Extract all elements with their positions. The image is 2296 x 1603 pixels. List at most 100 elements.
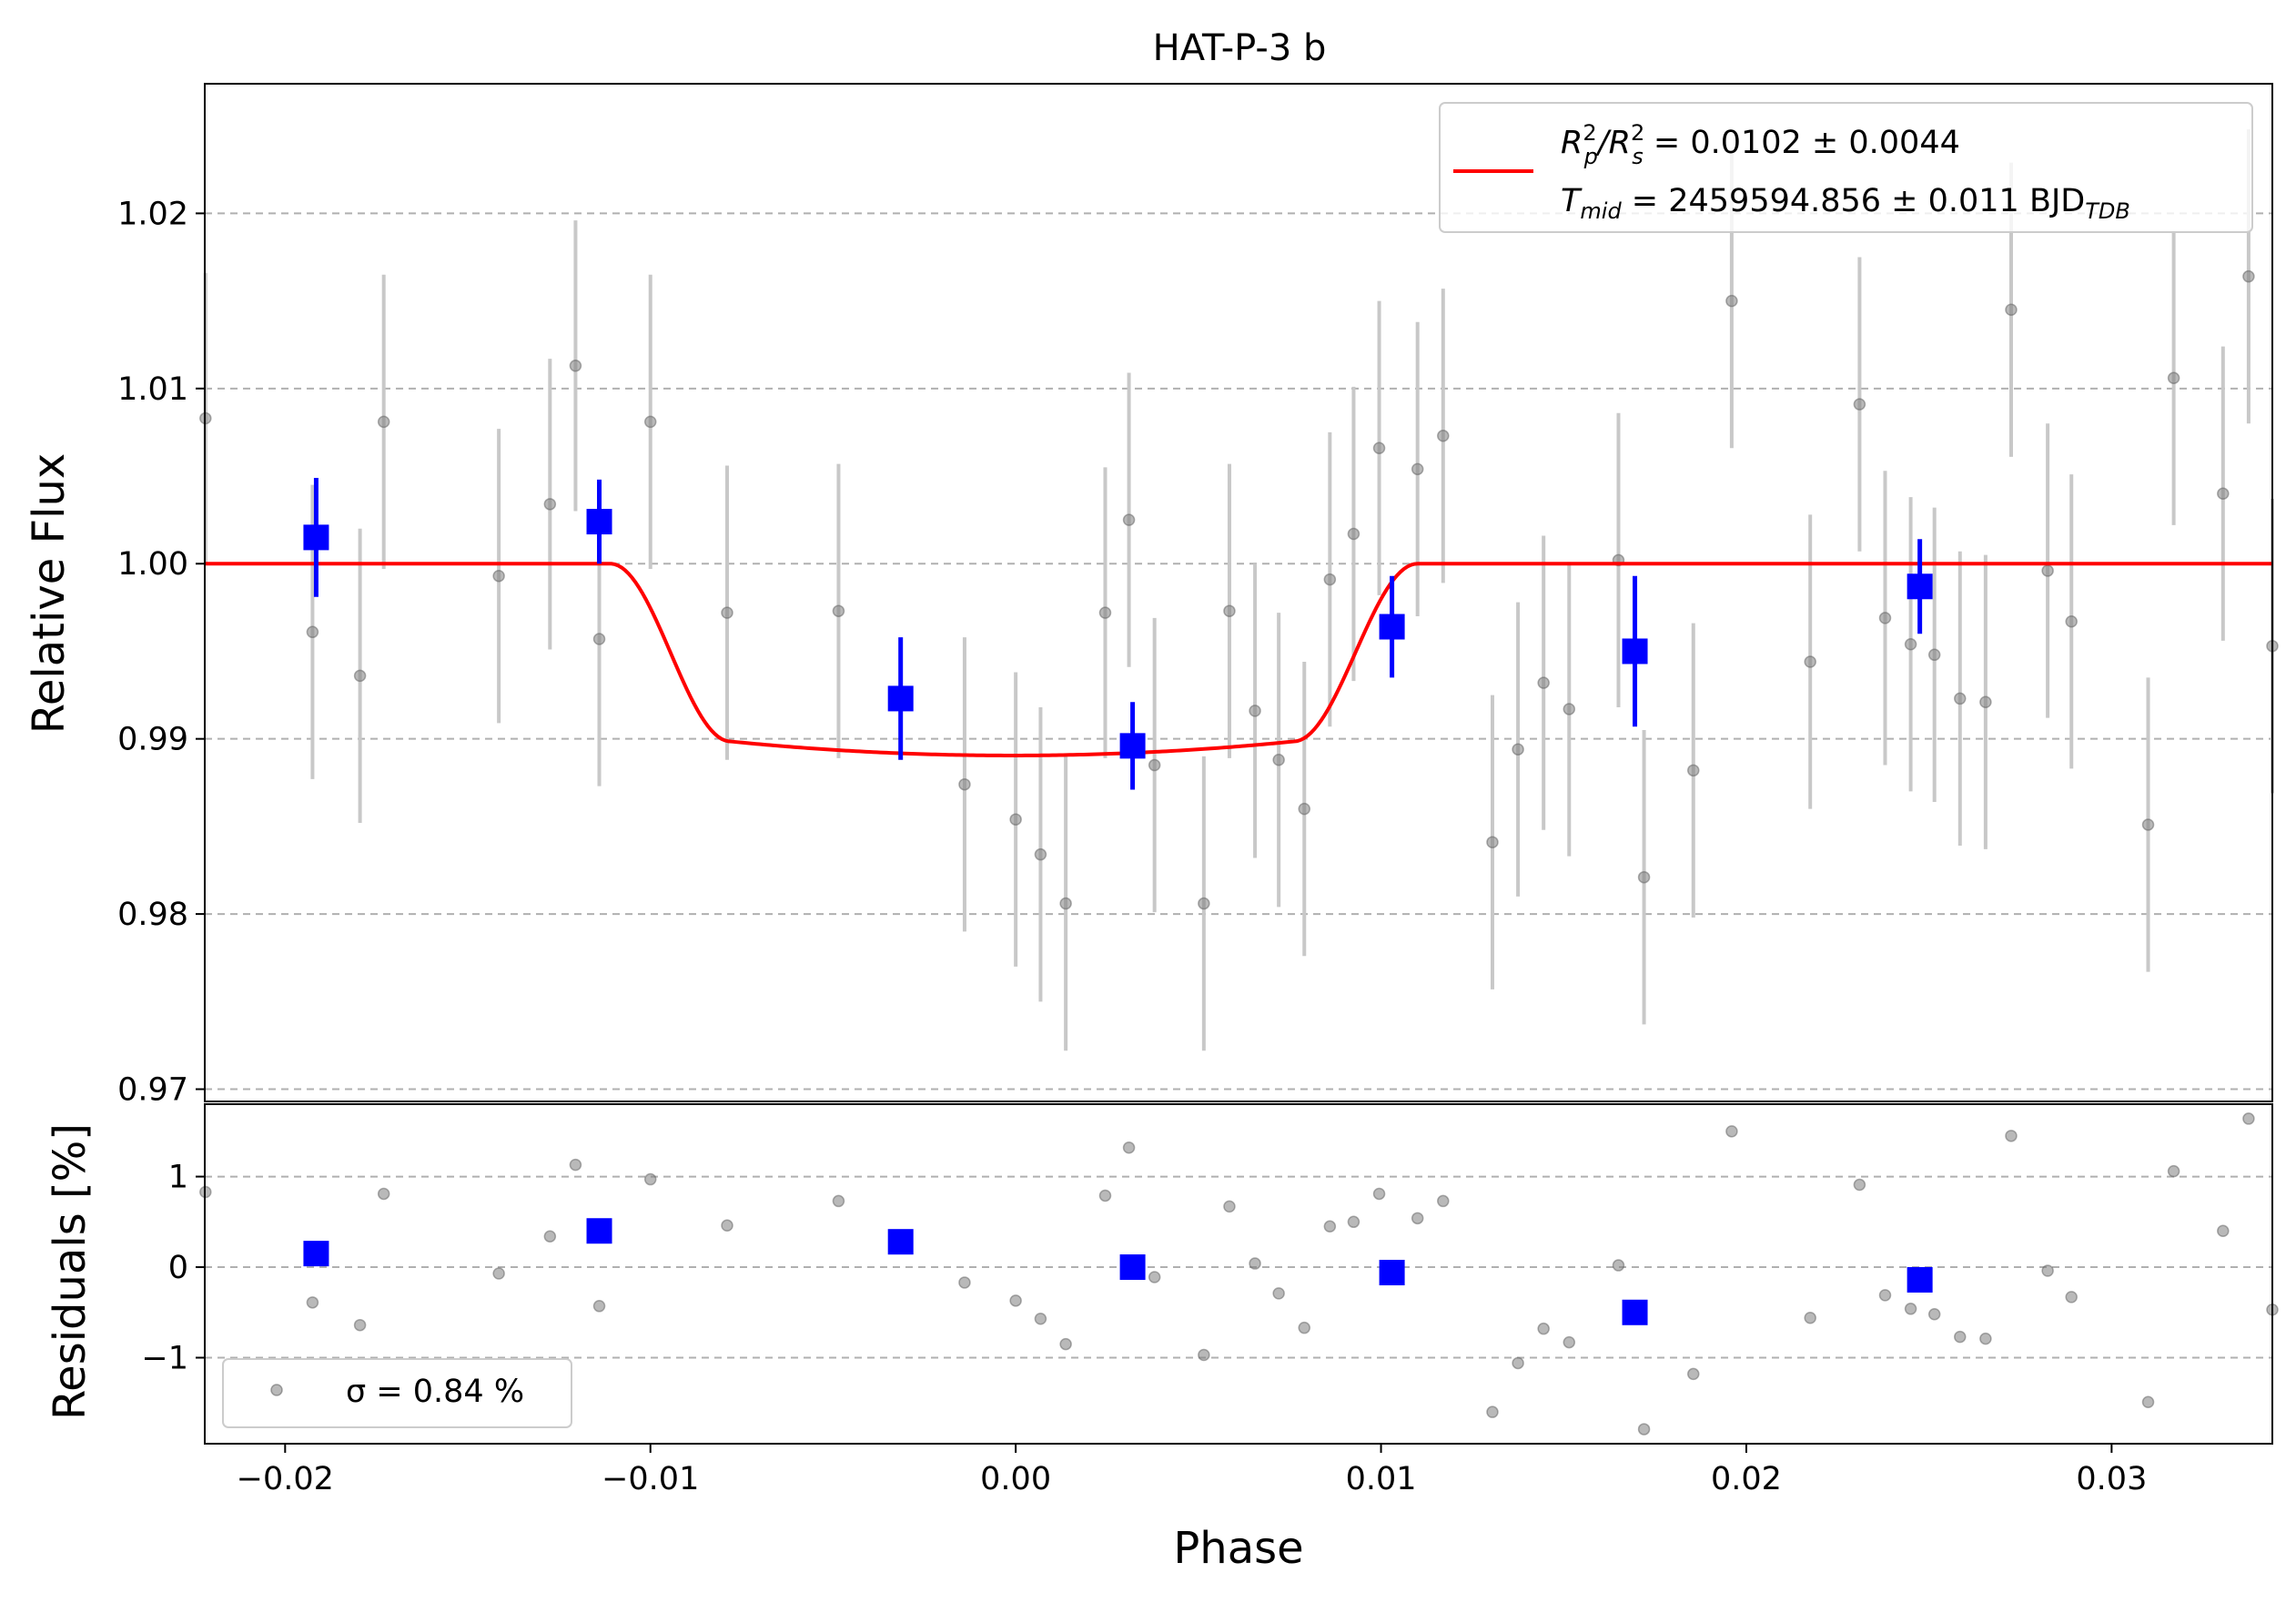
raw-data-point [1122,513,1136,526]
raw-data-point [1034,847,1047,861]
raw-data-point [1347,527,1360,541]
legend-depth-text: R2 p/R2 s = 0.0102 ± 0.0044 [1561,120,1960,169]
raw-data-point [2065,615,2078,628]
raw-data-point [1563,703,1576,715]
raw-data-point [2217,487,2230,501]
raw-data-point [1804,655,1816,668]
raw-residual-point [2065,1291,2078,1304]
raw-data-point [569,360,582,372]
top-y-tick-label: 0.99 [117,722,188,758]
raw-data-point [1272,754,1285,766]
raw-data-point [2242,269,2255,283]
top-y-tick-label: 0.98 [117,897,188,933]
raw-residual-point [1563,1335,1576,1349]
raw-data-point [1725,294,1738,308]
bottom-y-tick-label: 0 [168,1250,188,1286]
raw-residual-point [1486,1405,1499,1418]
raw-residual-point [2217,1224,2230,1238]
transit-model-curve [205,562,2272,757]
binned-residual-point [1622,1299,1648,1325]
raw-residual-point [1512,1356,1524,1370]
raw-data-point [1098,606,1112,619]
raw-residual-point [1059,1337,1072,1351]
raw-data-point [1411,462,1424,476]
raw-residual-point [1437,1194,1450,1208]
raw-residual-point [353,1318,367,1332]
top-legend-box [1439,102,2253,233]
raw-residual-point [643,1172,657,1186]
raw-data-point [1927,648,1941,662]
raw-data-point [1512,743,1524,756]
raw-data-point [377,415,390,429]
binned-residual-point [1379,1260,1405,1286]
binned-residual-point [1119,1254,1146,1281]
raw-data-point [1904,638,1917,651]
binned-data-point [586,509,612,535]
raw-residual-point [1804,1311,1816,1324]
raw-residual-point [1954,1330,1967,1344]
raw-residual-point [2141,1395,2155,1408]
raw-residual-point [1612,1259,1625,1272]
raw-residual-point [1979,1332,1992,1345]
raw-residual-point [2167,1164,2180,1178]
raw-residual-point [832,1194,845,1208]
raw-data-point [1009,813,1022,826]
raw-residual-point [1927,1308,1941,1321]
raw-data-point [306,625,319,639]
raw-residual-point [2242,1112,2255,1125]
binned-residual-point [303,1241,329,1267]
raw-residual-point [1098,1189,1112,1202]
raw-residual-point [1272,1287,1285,1300]
top-y-axis-label: Relative Flux [24,453,75,735]
raw-residual-point [1198,1348,1210,1362]
top-y-tick-label: 1.01 [117,371,188,408]
raw-data-point [958,777,971,791]
bottom-panel: −1 0 1 −0.02 −0.01 0.00 0.01 0.02 0.03 σ = 0.84… [45,1103,2279,1574]
bottom-x-ticks: −0.02 −0.01 0.00 0.01 0.02 0.03 [237,1444,2147,1497]
raw-data-point [1853,398,1866,411]
raw-data-point [1486,836,1499,848]
binned-data-point [1119,733,1146,759]
top-panel: 0.97 0.98 0.99 1.00 1.01 1.02 R2 p/R2 s = 0.010… [24,83,2279,1109]
raw-data-point [2141,818,2155,831]
x-axis-label: Phase [1173,1523,1303,1574]
raw-residual-point [1853,1178,1866,1192]
bottom-legend-box [222,1358,572,1428]
raw-data-point [543,498,557,511]
x-tick-label: 0.03 [2076,1461,2147,1497]
raw-residual-point [2041,1264,2054,1277]
raw-data-point [1249,705,1261,717]
raw-residual-point [1009,1294,1022,1307]
legend-sigma-text: σ = 0.84 % [346,1374,524,1410]
raw-data-point [1059,897,1072,910]
bottom-binned-residuals [303,1218,1933,1325]
legend-residual-marker [270,1384,283,1396]
raw-residual-point [1148,1271,1161,1283]
raw-data-point [1637,870,1651,884]
raw-data-point [1954,692,1967,705]
bottom-y-ticks: −1 0 1 [141,1160,205,1377]
raw-residual-point [1122,1141,1136,1154]
top-y-tick-label: 1.02 [117,196,188,232]
binned-residual-point [586,1218,612,1244]
raw-residual-point [1347,1215,1360,1229]
raw-data-point [721,606,733,619]
binned-data-point [1907,573,1933,600]
raw-residual-point [1034,1312,1047,1325]
x-tick-label: 0.00 [980,1461,1051,1497]
raw-data-point [2041,564,2054,577]
binned-data-point [1622,638,1648,665]
raw-residual-point [1372,1187,1386,1201]
raw-residual-point [492,1267,505,1280]
raw-data-point [1878,612,1892,624]
raw-data-point [1323,573,1337,586]
bottom-y-tick-label: −1 [141,1341,188,1377]
raw-data-point [2167,371,2180,385]
raw-residual-point [1637,1423,1651,1436]
raw-residual-point [543,1230,557,1243]
raw-residual-point [958,1276,971,1289]
raw-data-point [1687,764,1700,777]
raw-residual-point [1904,1303,1917,1315]
raw-residual-point [377,1187,390,1201]
